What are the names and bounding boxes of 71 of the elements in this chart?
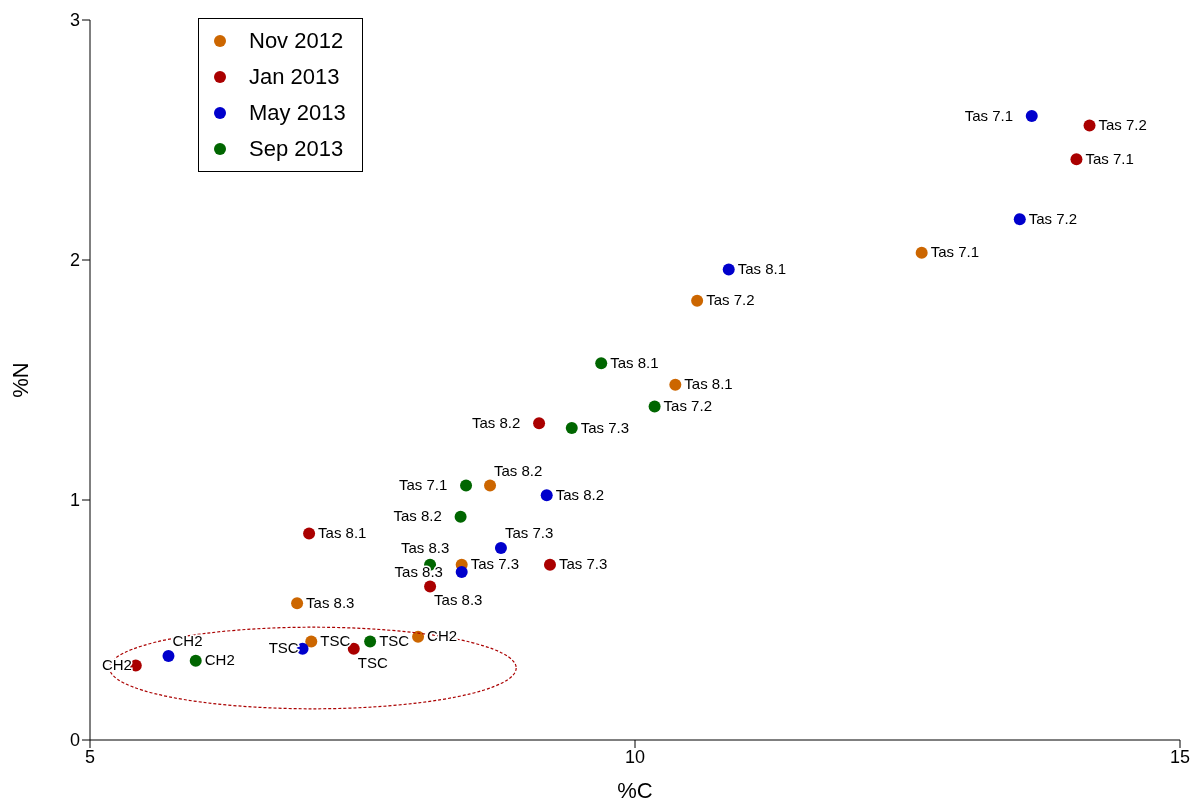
point bbox=[1083, 119, 1096, 132]
annotation: TSC bbox=[379, 632, 410, 650]
point bbox=[189, 654, 202, 667]
annotation: Tas 7.2 bbox=[1098, 116, 1147, 134]
y-tick-label: 3 bbox=[69, 10, 80, 31]
annotation: Tas 8.1 bbox=[318, 524, 367, 542]
annotation: Tas 8.3 bbox=[306, 593, 355, 611]
annotation: Tas 8.2 bbox=[494, 461, 543, 479]
y-tick-label: 1 bbox=[69, 490, 80, 511]
legend-label: Nov 2012 bbox=[249, 27, 344, 55]
annotation: Tas 7.1 bbox=[930, 243, 980, 261]
point bbox=[915, 246, 928, 259]
annotation: Tas 7.1 bbox=[1085, 149, 1134, 167]
point bbox=[691, 294, 704, 307]
annotation: TSC bbox=[268, 639, 299, 657]
legend-label: Jan 2013 bbox=[249, 63, 340, 91]
point bbox=[494, 542, 507, 554]
x-tick-label: 15 bbox=[1169, 746, 1191, 767]
point bbox=[305, 635, 318, 648]
point bbox=[1013, 213, 1026, 226]
annotation: TSC bbox=[320, 632, 351, 650]
annotation: TSC bbox=[357, 653, 388, 671]
y-tick-label: 0 bbox=[69, 730, 80, 751]
annotation: Tas 8.3 bbox=[401, 538, 450, 556]
point bbox=[648, 400, 661, 413]
point bbox=[533, 417, 546, 430]
y-tick-label: 2 bbox=[69, 250, 80, 271]
annotation: Tas 8.1 bbox=[610, 353, 659, 371]
point bbox=[484, 479, 497, 492]
legend-label: Sep 2013 bbox=[249, 135, 344, 163]
annotation: Tas 8.2 bbox=[471, 413, 521, 431]
point bbox=[424, 580, 437, 593]
point bbox=[412, 630, 425, 643]
annotation: Tas 7.2 bbox=[1028, 209, 1078, 227]
point bbox=[565, 422, 578, 434]
x-tick-label: 5 bbox=[84, 746, 96, 767]
point bbox=[455, 566, 468, 578]
point bbox=[454, 510, 467, 523]
annotation: Tas 7.2 bbox=[663, 396, 712, 414]
point bbox=[540, 489, 553, 502]
annotation: Tas 7.1 bbox=[398, 476, 448, 494]
legend-label: May 2013 bbox=[249, 99, 346, 127]
annotation: CH2 bbox=[101, 656, 132, 674]
point bbox=[595, 357, 608, 370]
point bbox=[291, 597, 304, 610]
annotation: CH2 bbox=[204, 651, 235, 669]
point bbox=[669, 378, 682, 391]
point bbox=[162, 650, 175, 662]
annotation: Tas 7.3 bbox=[470, 555, 520, 573]
annotation: Tas 8.3 bbox=[394, 562, 443, 580]
point bbox=[543, 558, 556, 571]
annotation: Tas 7.3 bbox=[580, 418, 630, 436]
annotation: Tas 8.2 bbox=[555, 485, 605, 503]
point bbox=[460, 479, 473, 492]
annotation: Tas 7.3 bbox=[504, 524, 554, 541]
annotation: Tas 8.2 bbox=[393, 507, 442, 525]
point bbox=[1025, 110, 1038, 122]
x-tick-label: 10 bbox=[624, 746, 646, 767]
point bbox=[722, 263, 735, 276]
x-axis-title: %C bbox=[617, 778, 653, 803]
point bbox=[1070, 153, 1083, 166]
annotation: Tas 7.3 bbox=[558, 555, 608, 573]
annotation: Tas 8.3 bbox=[434, 591, 483, 609]
point bbox=[364, 635, 377, 648]
annotation: Tas 7.2 bbox=[706, 291, 755, 309]
annotation: Tas 8.1 bbox=[684, 375, 733, 393]
annotation: Tas 8.1 bbox=[737, 260, 787, 278]
y-axis-title: %N bbox=[8, 362, 33, 398]
point bbox=[303, 527, 316, 540]
annotation: Tas 7.1 bbox=[964, 106, 1014, 124]
annotation: CH2 bbox=[172, 632, 203, 649]
